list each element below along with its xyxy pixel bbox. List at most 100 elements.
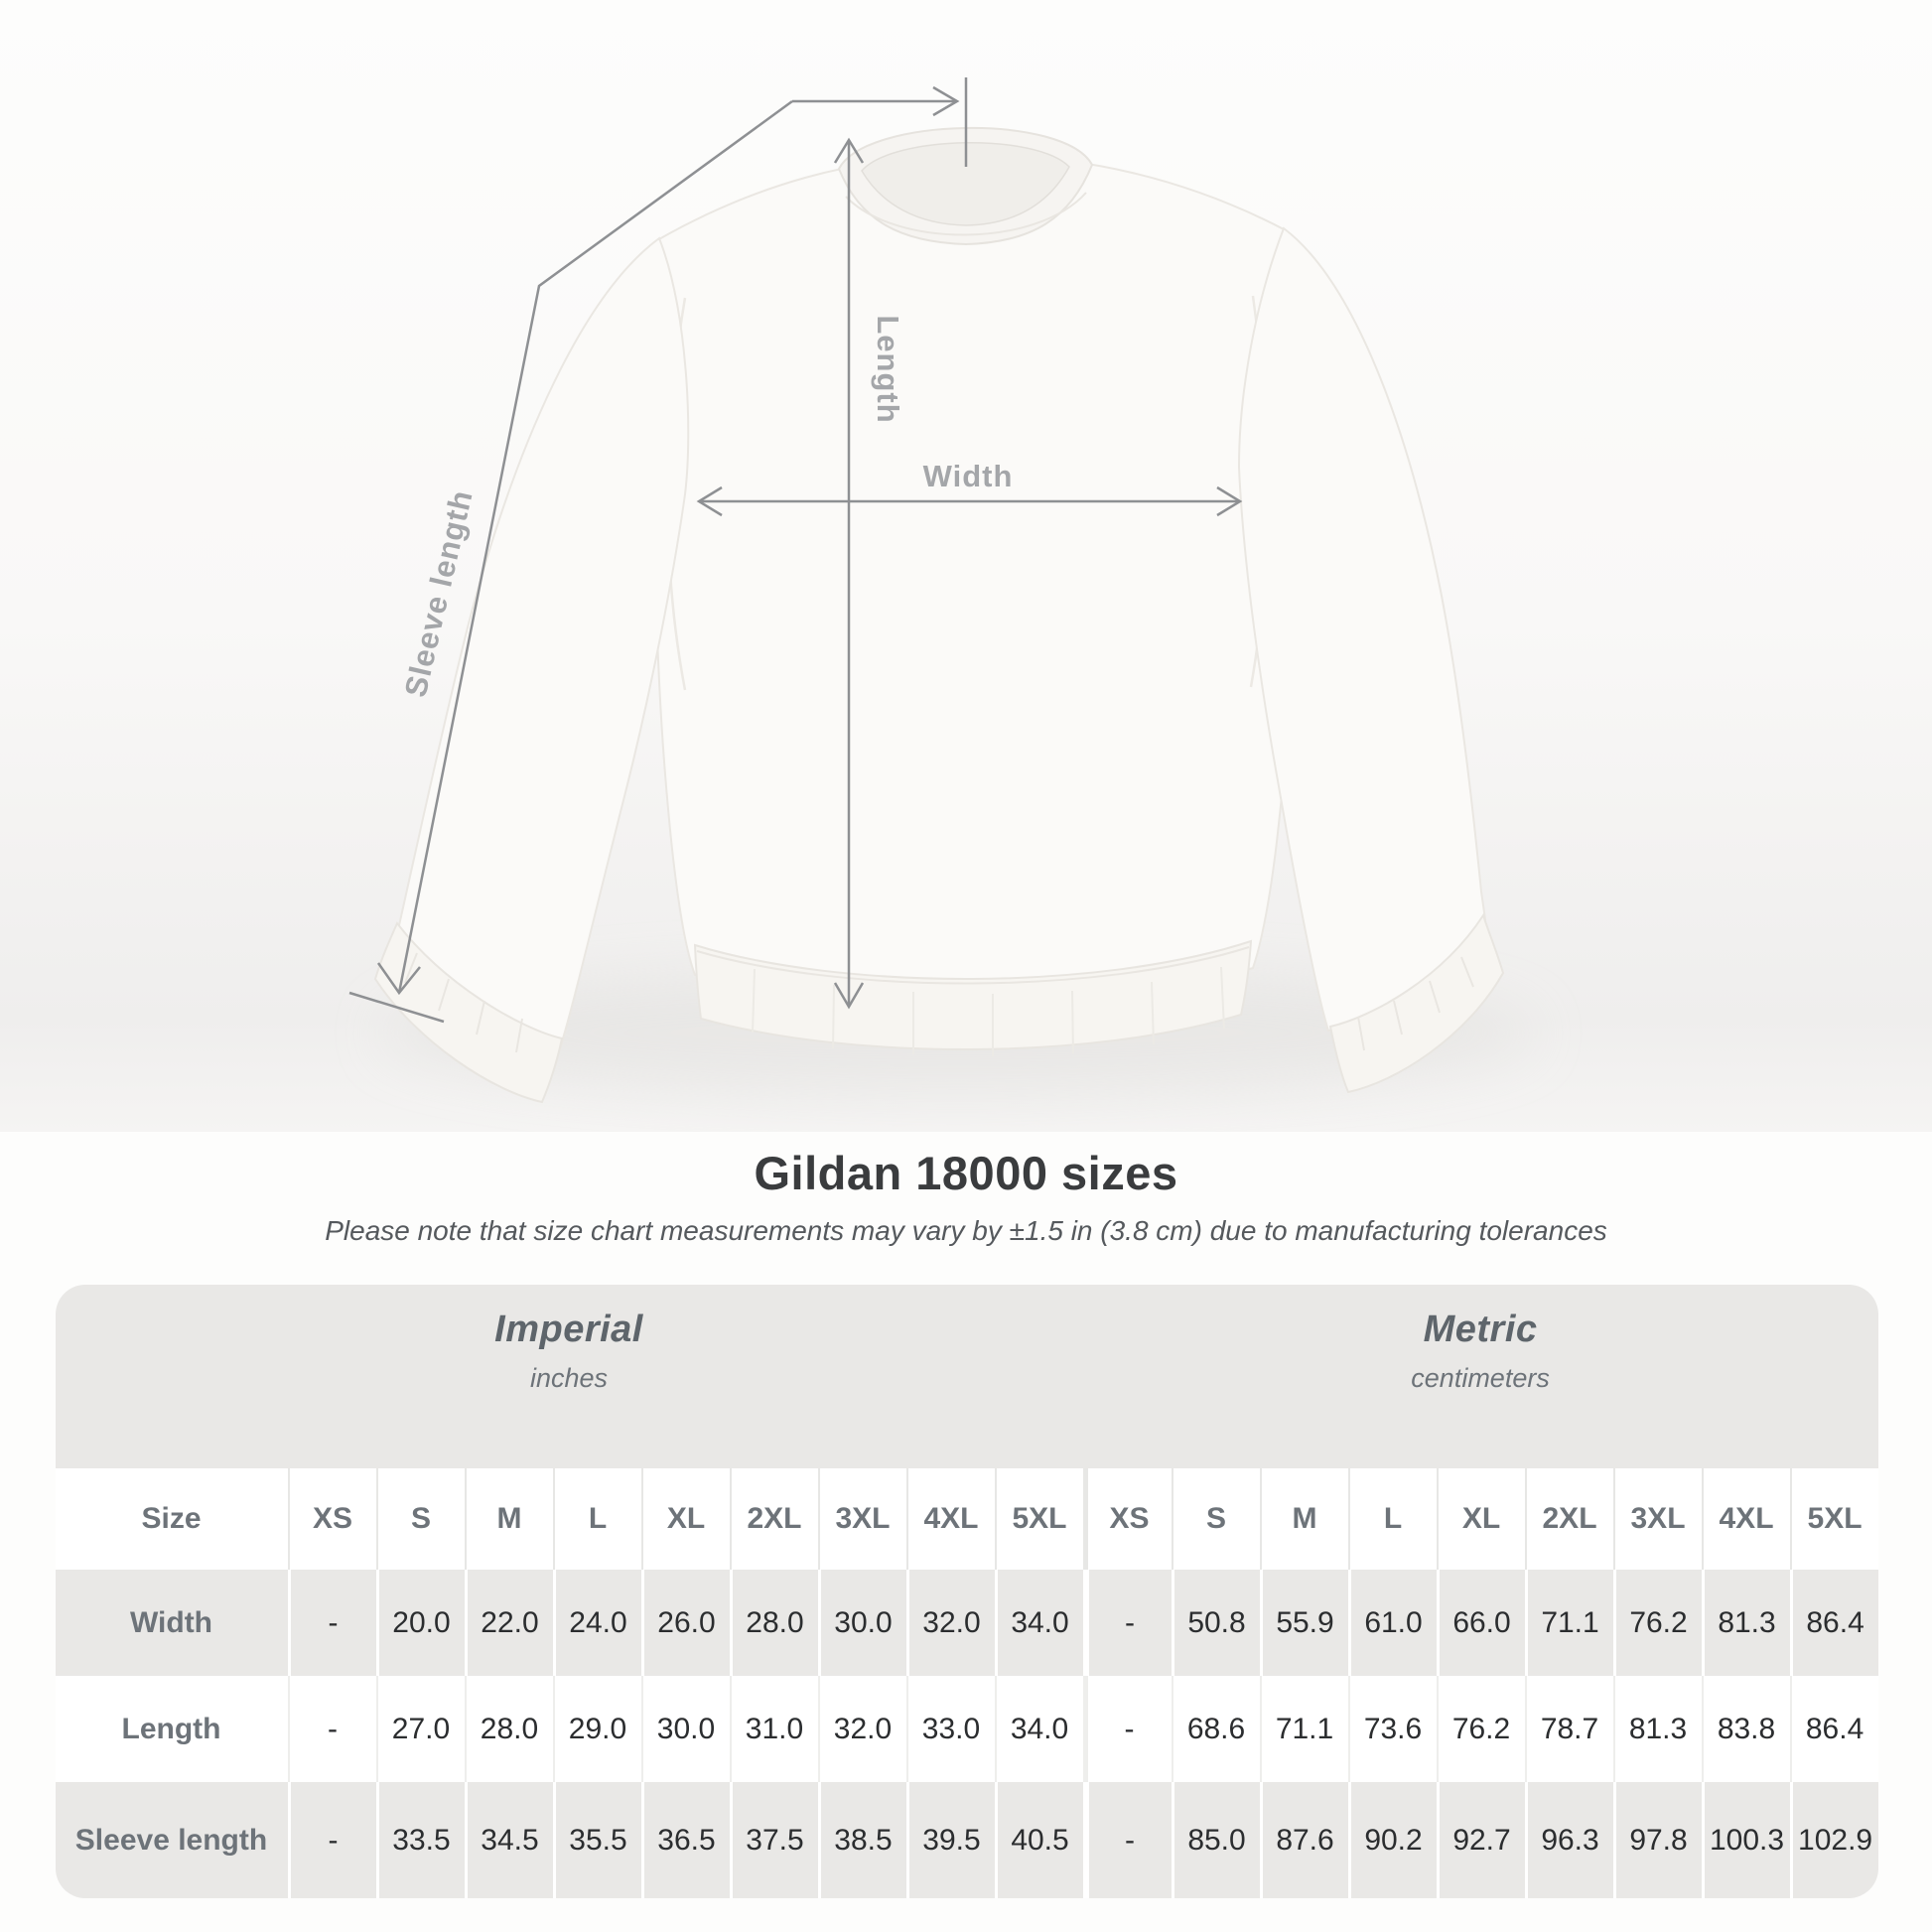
length-metric-4xl: 83.8 (1701, 1676, 1790, 1782)
width-imperial-xs: - (287, 1570, 376, 1676)
width-metric-xs: - (1082, 1570, 1172, 1676)
length-imperial-2xl: 31.0 (729, 1676, 818, 1782)
sleeve-imperial-2xl: 37.5 (729, 1782, 818, 1898)
width-metric-3xl: 76.2 (1612, 1570, 1702, 1676)
right-cuff-ribbing (1357, 956, 1474, 1051)
sleeve-metric-xs: - (1082, 1782, 1172, 1898)
length-metric-xs: - (1082, 1676, 1172, 1782)
width-imperial-s: 20.0 (375, 1570, 465, 1676)
size-table: Imperial inches Metric centimeters Size … (55, 1285, 1878, 1898)
row-label-sleeve-length: Sleeve length (55, 1782, 288, 1898)
sleeve-metric-s: 85.0 (1171, 1782, 1260, 1898)
sleeve-metric-l: 90.2 (1347, 1782, 1437, 1898)
length-metric-s: 68.6 (1171, 1676, 1260, 1782)
width-metric-2xl: 71.1 (1524, 1570, 1613, 1676)
col-header-imperial-l: L (552, 1468, 641, 1570)
unit-group-row: Imperial inches Metric centimeters (55, 1285, 1878, 1468)
col-header-metric-m: M (1259, 1468, 1348, 1570)
imperial-group-header: Imperial inches (55, 1285, 1083, 1468)
length-imperial-s: 27.0 (375, 1676, 465, 1782)
sleeve-imperial-4xl: 39.5 (905, 1782, 995, 1898)
left-cuff-ribbing (404, 952, 523, 1053)
width-label: Width (923, 459, 1014, 493)
sleeve-metric-2xl: 96.3 (1524, 1782, 1613, 1898)
width-metric-s: 50.8 (1171, 1570, 1260, 1676)
sleeve-metric-5xl: 102.9 (1789, 1782, 1878, 1898)
metric-group-title: Metric (1423, 1309, 1538, 1350)
length-imperial-xl: 30.0 (640, 1676, 730, 1782)
width-metric-5xl: 86.4 (1789, 1570, 1878, 1676)
table-row-length: Length - 27.0 28.0 29.0 30.0 31.0 32.0 3… (55, 1676, 1878, 1782)
tolerance-note: Please note that size chart measurements… (325, 1215, 1607, 1246)
product-photo: Length Width Sleeve length (0, 0, 1932, 1132)
right-cuff (1328, 912, 1505, 1094)
sleeve-metric-m: 87.6 (1259, 1782, 1348, 1898)
col-header-imperial-m: M (464, 1468, 553, 1570)
sleeve-imperial-l: 35.5 (552, 1782, 641, 1898)
metric-group-header: Metric centimeters (1082, 1285, 1878, 1468)
sleeve-imperial-xl: 36.5 (640, 1782, 730, 1898)
width-arrow (696, 485, 1243, 517)
size-header-row: Size XS S M L XL 2XL 3XL 4XL 5XL XS S M … (55, 1468, 1878, 1570)
sleeve-metric-xl: 92.7 (1436, 1782, 1525, 1898)
sleeve-imperial-s: 33.5 (375, 1782, 465, 1898)
length-label: Length (871, 315, 905, 423)
collar-opening (861, 142, 1070, 226)
length-imperial-5xl: 34.0 (994, 1676, 1083, 1782)
width-metric-4xl: 81.3 (1701, 1570, 1790, 1676)
length-metric-5xl: 86.4 (1789, 1676, 1878, 1782)
length-imperial-m: 28.0 (464, 1676, 553, 1782)
metric-group-unit: centimeters (1411, 1363, 1550, 1393)
size-column-header: Size (55, 1468, 288, 1570)
length-metric-l: 73.6 (1347, 1676, 1437, 1782)
sleeve-imperial-5xl: 40.5 (994, 1782, 1083, 1898)
width-imperial-xl: 26.0 (640, 1570, 730, 1676)
col-header-imperial-s: S (375, 1468, 465, 1570)
col-header-metric-xl: XL (1436, 1468, 1525, 1570)
col-header-imperial-5xl: 5XL (994, 1468, 1083, 1570)
length-imperial-l: 29.0 (552, 1676, 641, 1782)
length-metric-xl: 76.2 (1436, 1676, 1525, 1782)
width-imperial-3xl: 30.0 (817, 1570, 906, 1676)
col-header-imperial-2xl: 2XL (729, 1468, 818, 1570)
width-imperial-l: 24.0 (552, 1570, 641, 1676)
size-table-wrap: Imperial inches Metric centimeters Size … (55, 1285, 1878, 1898)
hem-ribbing (752, 966, 1225, 1056)
col-header-imperial-xs: XS (287, 1468, 376, 1570)
sleeve-metric-3xl: 97.8 (1612, 1782, 1702, 1898)
sleeve-metric-4xl: 100.3 (1701, 1782, 1790, 1898)
row-label-length: Length (55, 1676, 288, 1782)
measurement-lines (348, 77, 1243, 1024)
width-metric-m: 55.9 (1259, 1570, 1348, 1676)
hem-seam (696, 946, 1250, 985)
table-row-width: Width - 20.0 22.0 24.0 26.0 28.0 30.0 32… (55, 1570, 1878, 1676)
length-metric-m: 71.1 (1259, 1676, 1348, 1782)
length-imperial-xs: - (287, 1676, 376, 1782)
col-header-imperial-xl: XL (640, 1468, 730, 1570)
body-panel (652, 153, 1299, 1006)
width-metric-xl: 66.0 (1436, 1570, 1525, 1676)
collar-seam (845, 192, 1087, 236)
col-header-metric-5xl: 5XL (1789, 1468, 1878, 1570)
length-arrow (833, 137, 865, 1010)
width-imperial-5xl: 34.0 (994, 1570, 1083, 1676)
length-imperial-4xl: 33.0 (905, 1676, 995, 1782)
width-imperial-4xl: 32.0 (905, 1570, 995, 1676)
table-row-sleeve-length: Sleeve length - 33.5 34.5 35.5 36.5 37.5… (55, 1782, 1878, 1898)
width-metric-l: 61.0 (1347, 1570, 1437, 1676)
col-header-metric-4xl: 4XL (1701, 1468, 1790, 1570)
sweatshirt-diagram: Length Width Sleeve length (0, 0, 1932, 1132)
col-header-metric-3xl: 3XL (1612, 1468, 1702, 1570)
col-header-imperial-4xl: 4XL (905, 1468, 995, 1570)
sleeve-length-arrow (348, 77, 968, 1024)
imperial-group-unit: inches (529, 1363, 609, 1393)
length-metric-3xl: 81.3 (1612, 1676, 1702, 1782)
col-header-metric-2xl: 2XL (1524, 1468, 1613, 1570)
col-header-imperial-3xl: 3XL (817, 1468, 906, 1570)
length-metric-2xl: 78.7 (1524, 1676, 1613, 1782)
width-imperial-m: 22.0 (464, 1570, 553, 1676)
page-title: Gildan 18000 sizes (754, 1147, 1178, 1199)
left-cuff (373, 921, 564, 1104)
col-header-metric-l: L (1347, 1468, 1437, 1570)
sleeve-imperial-xs: - (287, 1782, 376, 1898)
